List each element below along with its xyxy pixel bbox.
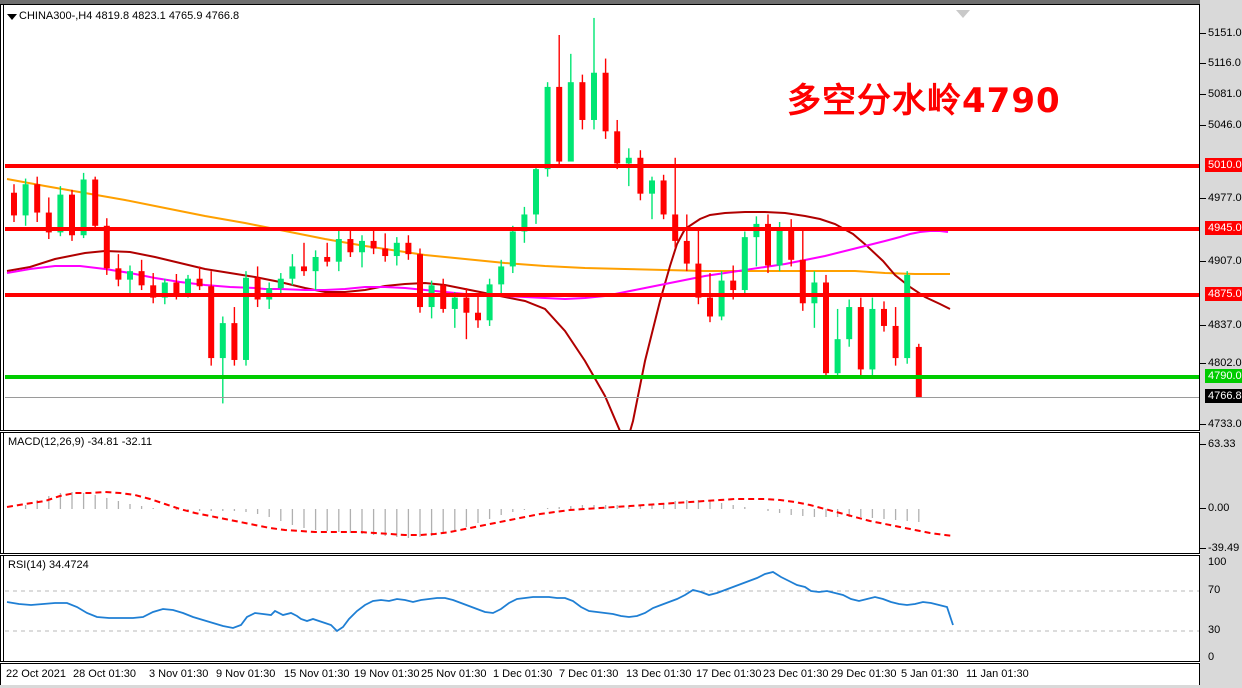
- price-annotation[interactable]: 多空分水岭4790: [787, 81, 1061, 121]
- axis-tick-label: 5151.0: [1208, 27, 1242, 39]
- rsi-axis-label: 0: [1208, 651, 1215, 663]
- time-axis-label: 9 Nov 01:30: [216, 668, 276, 680]
- time-axis-label: 5 Jan 01:30: [901, 668, 959, 680]
- time-axis-label: 3 Nov 01:30: [149, 668, 209, 680]
- candles: [11, 17, 922, 404]
- macd-axis-tick: [1200, 444, 1206, 445]
- axis-tick-label: 4733.0: [1208, 418, 1242, 430]
- axis-tick: [1200, 198, 1206, 199]
- time-axis-label: 28 Oct 01:30: [73, 668, 136, 680]
- rsi-series: [5, 571, 1199, 633]
- macd-axis-tick: [1200, 508, 1206, 509]
- axis-tick-label: 5046.0: [1208, 119, 1242, 131]
- price-chart-panel[interactable]: CHINA300-,H4 4819.8 4823.1 4765.9 4766.8…: [0, 4, 1200, 431]
- time-axis-label: 29 Dec 01:30: [831, 668, 897, 680]
- level-line-4875[interactable]: [5, 293, 1199, 297]
- right-gutter: [1200, 0, 1242, 688]
- window-top-strip: [0, 0, 1242, 4]
- price-tag-4766-8[interactable]: 4766.8: [1205, 389, 1242, 403]
- macd-axis-label: 0.00: [1208, 502, 1230, 514]
- macd-signal-line: [6, 490, 954, 537]
- chart-marker-icon: [956, 10, 970, 18]
- time-axis-label: 1 Dec 01:30: [493, 668, 553, 680]
- axis-tick-label: 4802.0: [1208, 357, 1242, 369]
- time-axis-label: 17 Dec 01:30: [696, 668, 762, 680]
- time-axis-label: 22 Oct 2021: [6, 668, 66, 680]
- axis-tick: [1200, 94, 1206, 95]
- candlestick-series: [6, 17, 951, 430]
- axis-tick: [1200, 424, 1206, 425]
- panel-left-rule: [3, 5, 4, 430]
- price-tag-4875-0[interactable]: 4875.0: [1205, 287, 1242, 301]
- ma-line-darkred: [6, 211, 951, 430]
- level-line-5010[interactable]: [5, 164, 1199, 168]
- macd-plot-area[interactable]: [5, 433, 1199, 553]
- rsi-line: [6, 571, 954, 633]
- macd-histogram: [24, 492, 920, 538]
- time-axis-label: 11 Jan 01:30: [966, 668, 1029, 680]
- axis-tick: [1200, 63, 1206, 64]
- rsi-axis-label: 70: [1208, 584, 1221, 596]
- rsi-panel[interactable]: RSI(14) 34.4724: [0, 555, 1200, 662]
- axis-tick-label: 5081.0: [1208, 88, 1242, 100]
- macd-panel[interactable]: MACD(12,26,9) -34.81 -32.11: [0, 432, 1200, 554]
- macd-axis-label: -39.49: [1208, 542, 1240, 554]
- axis-tick: [1200, 363, 1206, 364]
- axis-tick: [1200, 33, 1206, 34]
- axis-tick: [1200, 125, 1206, 126]
- rsi-axis-label: 100: [1208, 556, 1227, 568]
- axis-tick-label: 4837.0: [1208, 319, 1242, 331]
- ma-line-magenta: [6, 230, 949, 301]
- price-axis[interactable]: 5151.0 5116.0 5081.0 5046.0 4977.0 4907.0 4837…: [1200, 0, 1242, 688]
- level-line-4790[interactable]: [5, 375, 1199, 379]
- time-axis-label: 15 Nov 01:30: [284, 668, 350, 680]
- time-axis-label: 7 Dec 01:30: [559, 668, 619, 680]
- panel-left-rule: [3, 433, 4, 553]
- macd-label: MACD(12,26,9) -34.81 -32.11: [8, 436, 153, 448]
- panel-left-rule: [3, 556, 4, 661]
- time-axis-label: 25 Nov 01:30: [421, 668, 487, 680]
- time-axis: 22 Oct 2021 28 Oct 01:30 3 Nov 01:30 9 Nov …: [0, 663, 1200, 685]
- price-plot-area[interactable]: 多空分水岭4790: [5, 5, 1199, 430]
- time-axis-label: 19 Nov 01:30: [354, 668, 420, 680]
- axis-tick-label: 4977.0: [1208, 192, 1242, 204]
- axis-tick-label: 5116.0: [1208, 57, 1241, 69]
- ma-line-orange: [6, 178, 950, 275]
- rsi-label: RSI(14) 34.4724: [8, 559, 89, 571]
- macd-series: [6, 490, 954, 538]
- symbol-header: CHINA300-,H4 4819.8 4823.1 4765.9 4766.8: [19, 10, 240, 22]
- axis-tick: [1200, 261, 1206, 262]
- axis-tick-label: 4907.0: [1208, 255, 1242, 267]
- rsi-axis-label: 30: [1208, 624, 1221, 636]
- current-price-line: [5, 397, 1199, 398]
- rsi-plot-area[interactable]: [5, 556, 1199, 661]
- macd-axis-tick: [1200, 548, 1206, 549]
- macd-axis-label: 63.33: [1208, 438, 1236, 450]
- price-tag-4790-0[interactable]: 4790.0: [1205, 369, 1242, 383]
- time-axis-label: 23 Dec 01:30: [763, 668, 829, 680]
- triangle-down-icon[interactable]: [7, 14, 17, 20]
- bottom-gutter: [0, 682, 1242, 688]
- price-tag-5010-0[interactable]: 5010.0: [1205, 158, 1242, 172]
- axis-tick: [1200, 325, 1206, 326]
- level-line-4945[interactable]: [5, 227, 1199, 231]
- time-axis-label: 13 Dec 01:30: [626, 668, 692, 680]
- price-tag-4945-0[interactable]: 4945.0: [1205, 221, 1242, 235]
